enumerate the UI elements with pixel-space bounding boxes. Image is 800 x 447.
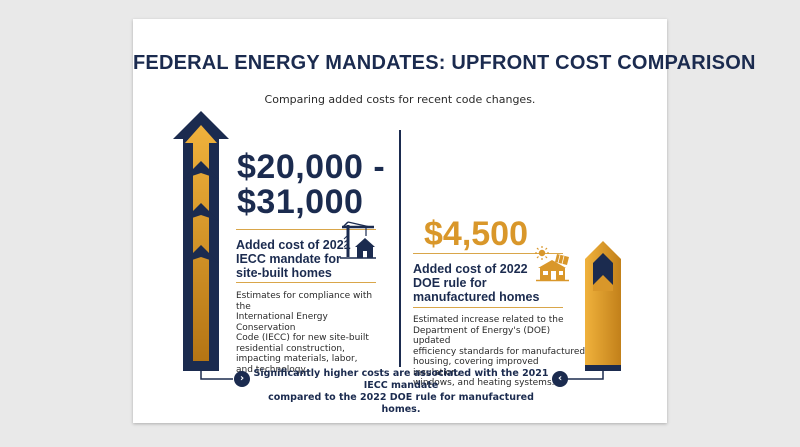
- footer-left-chevron-button[interactable]: ›: [234, 371, 250, 387]
- left-description-line: Code (IECC) for new site-built: [236, 333, 369, 343]
- left-description-line: and technology.: [236, 364, 308, 375]
- footer-summary-line: compared to the 2022 DOE rule for manufa…: [268, 392, 534, 415]
- left-cost-value-line-2: $31,000: [237, 183, 364, 221]
- left-description-line: residential construction,: [236, 343, 345, 354]
- left-description: Estimates for compliance with the Intern…: [236, 291, 386, 375]
- infographic-card: FEDERAL ENERGY MANDATES: UPFRONT COST CO…: [133, 19, 756, 423]
- right-description-line: housing, covering improved insulation,: [413, 357, 539, 378]
- right-description-line: Estimated increase related to the: [413, 315, 564, 325]
- right-heading: Added cost of 2022 DOE rule for manufact…: [413, 262, 539, 304]
- tall-arrow-graphic: [173, 111, 229, 371]
- right-rule-lower: [413, 307, 563, 308]
- left-description-line: International Energy Conservation: [236, 312, 328, 333]
- left-heading-line: Added cost of 2021: [236, 238, 351, 252]
- short-arrow-graphic: [585, 241, 621, 371]
- right-cost-value: $4,500: [424, 215, 528, 253]
- right-rule: [413, 253, 563, 254]
- left-heading-line: site-built homes: [236, 266, 332, 280]
- left-cost-value-line-1: $20,000 -: [237, 148, 386, 186]
- footer-right-chevron-button[interactable]: ‹: [552, 371, 568, 387]
- page-title: FEDERAL ENERGY MANDATES: UPFRONT COST CO…: [133, 52, 756, 74]
- left-cost-value: $20,000 - $31,000: [237, 150, 385, 219]
- left-description-line: impacting materials, labor,: [236, 354, 358, 364]
- right-description: Estimated increase related to the Depart…: [413, 315, 588, 389]
- left-description-line: Estimates for compliance with the: [236, 291, 373, 312]
- right-heading-line: Added cost of 2022: [413, 262, 528, 276]
- construction-crane-house-icon: [340, 221, 376, 259]
- footer-summary-line: Significantly higher costs are associate…: [253, 368, 549, 391]
- left-rule-lower: [236, 282, 376, 283]
- left-heading: Added cost of 2021 IECC mandate for site…: [236, 238, 351, 280]
- right-heading-line: manufactured homes: [413, 290, 540, 304]
- footer-connector-lines: [200, 371, 604, 380]
- left-rule: [236, 229, 376, 230]
- left-heading-line: IECC mandate for: [236, 252, 341, 266]
- footer-summary: Significantly higher costs are associate…: [253, 368, 549, 416]
- right-description-line: windows, and heating systems.: [413, 378, 555, 388]
- page-subtitle: Comparing added costs for recent code ch…: [264, 93, 536, 106]
- right-heading-line: DOE rule for: [413, 276, 487, 290]
- right-description-line: Department of Energy's (DOE) updated: [413, 325, 551, 347]
- right-description-line: efficiency standards for manufactured: [413, 346, 586, 357]
- solar-manufactured-home-icon: [535, 246, 569, 282]
- center-divider: [399, 130, 401, 367]
